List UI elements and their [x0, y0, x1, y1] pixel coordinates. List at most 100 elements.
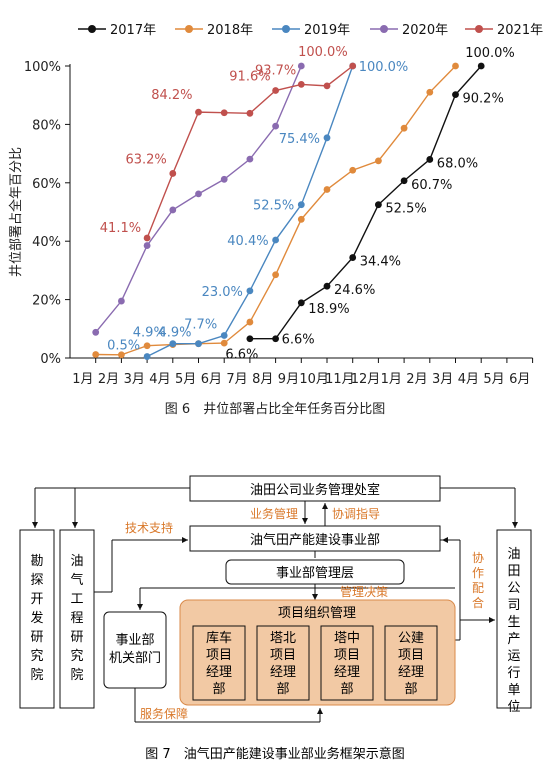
top-box-label: 油田公司业务管理处室 — [250, 482, 380, 498]
y-tick-label: 20% — [32, 294, 61, 309]
left-box-engineering — [59, 529, 95, 709]
left-box-engineering-label: 油气工程研究院 — [70, 554, 83, 683]
data-point — [220, 339, 228, 347]
line-chart: 2017年 2018年 2019年 2020年 2021年 0% 20% 40% 60% 80%… — [8, 23, 543, 417]
y-tick-label: 0% — [40, 352, 61, 367]
data-label: 91.6% — [229, 70, 270, 85]
data-point — [272, 335, 279, 343]
x-tick-label: 6月 — [201, 372, 222, 387]
data-point — [452, 62, 459, 70]
legend-label: 2020年 — [402, 23, 448, 38]
project-box-label: 项目 — [334, 648, 360, 663]
data-point — [169, 206, 177, 214]
left-box-exploration — [19, 529, 55, 709]
data-point — [195, 340, 202, 348]
y-tick-label: 40% — [32, 235, 61, 250]
data-point — [272, 87, 279, 94]
project-box-label: 经理 — [398, 665, 424, 680]
data-label: 100.0% — [298, 45, 348, 60]
data-label: 18.9% — [308, 302, 349, 317]
project-box-label: 经理 — [206, 665, 232, 680]
main-box — [189, 525, 441, 552]
figure-7-caption: 图 7 油气田产能建设事业部业务框架示意图 — [145, 746, 404, 762]
x-tick-label: 11月 — [325, 372, 355, 387]
data-point — [426, 156, 434, 163]
data-point — [195, 108, 202, 116]
data-point — [246, 335, 254, 343]
right-box-production-label: 油田公司生产运行单位 — [507, 547, 520, 715]
legend-label: 2019年 — [304, 23, 350, 38]
data-label: 90.2% — [463, 92, 504, 107]
x-tick-label: 9月 — [278, 372, 299, 387]
data-point — [272, 122, 279, 130]
data-point — [220, 109, 228, 117]
tech-support-label: 技术支持 — [125, 520, 173, 535]
data-label: 4.9% — [158, 326, 191, 341]
data-label: 75.4% — [279, 132, 320, 147]
data-point — [375, 201, 382, 209]
legend-marker — [185, 25, 193, 33]
dept-box-label-2: 机关部门 — [109, 651, 161, 666]
data-label: 100.0% — [465, 46, 515, 61]
data-point — [297, 62, 305, 70]
top-box — [189, 475, 441, 502]
data-label: 63.2% — [125, 152, 166, 167]
project-box-label: 项目 — [206, 648, 232, 663]
project-box-label: 部 — [404, 682, 417, 697]
data-label: 7.7% — [184, 318, 217, 333]
data-label: 6.6% — [282, 333, 315, 348]
x-tick-label: 4月 — [458, 372, 479, 387]
data-point — [272, 236, 279, 244]
project-box-label: 部 — [340, 682, 353, 697]
data-point — [143, 353, 151, 360]
data-point — [220, 175, 228, 183]
main-box-label: 油气田产能建设事业部 — [250, 532, 380, 548]
data-point — [220, 332, 228, 339]
data-label: 40.4% — [227, 234, 268, 249]
x-tick-label: 3月 — [124, 372, 145, 387]
legend-marker — [282, 25, 290, 33]
figure-6: 2017年 2018年 2019年 2020年 2021年 0% 20% 40% 60% 80%… — [8, 23, 543, 417]
project-box-label: 部 — [276, 682, 289, 697]
series-2021年: 41.1% 63.2% 84.2% 91.6%93.7%100.0% — [100, 45, 357, 242]
dept-box — [103, 611, 167, 689]
series-2019年: 0.5%4.9%4.9%7.7%23.0%40.4%52.5%75.4%100.… — [107, 60, 408, 360]
x-tick-label: 12月 — [351, 372, 381, 387]
data-point — [143, 234, 151, 242]
right-box-production — [496, 529, 532, 709]
data-label: 4.9% — [133, 326, 166, 341]
data-label: 93.7% — [255, 63, 296, 78]
data-point — [92, 351, 100, 358]
data-label: 52.5% — [385, 202, 426, 217]
service-label: 服务保障 — [140, 706, 188, 721]
project-box-label: 项目 — [398, 648, 424, 663]
data-point — [246, 287, 254, 295]
data-label: 41.1% — [100, 221, 141, 236]
data-point — [349, 254, 357, 261]
x-tick-label: 2月 — [406, 372, 427, 387]
data-point — [323, 82, 331, 90]
data-point — [452, 91, 459, 99]
project-org-label: 项目组织管理 — [278, 606, 356, 621]
data-point — [375, 157, 382, 165]
project-box-label: 经理 — [334, 665, 360, 680]
data-point — [297, 80, 305, 88]
series-line — [249, 65, 482, 340]
data-point — [169, 340, 177, 348]
data-label: 34.4% — [360, 255, 401, 270]
data-label: 100.0% — [359, 60, 409, 75]
business-mgmt-label: 业务管理 — [250, 506, 298, 521]
data-point — [92, 328, 100, 336]
data-point — [477, 62, 485, 70]
y-tick-label: 100% — [24, 60, 61, 75]
y-tick-label: 80% — [32, 118, 61, 133]
data-point — [400, 177, 408, 185]
project-box-label: 库车 — [206, 630, 232, 646]
x-tick-label: 3月 — [432, 372, 453, 387]
x-tick-label: 5月 — [483, 372, 504, 387]
figure-6-caption: 图 6 井位部署占比全年任务百分比图 — [165, 401, 385, 417]
x-tick-label: 7月 — [226, 372, 247, 387]
x-tick-label: 5月 — [175, 372, 196, 387]
